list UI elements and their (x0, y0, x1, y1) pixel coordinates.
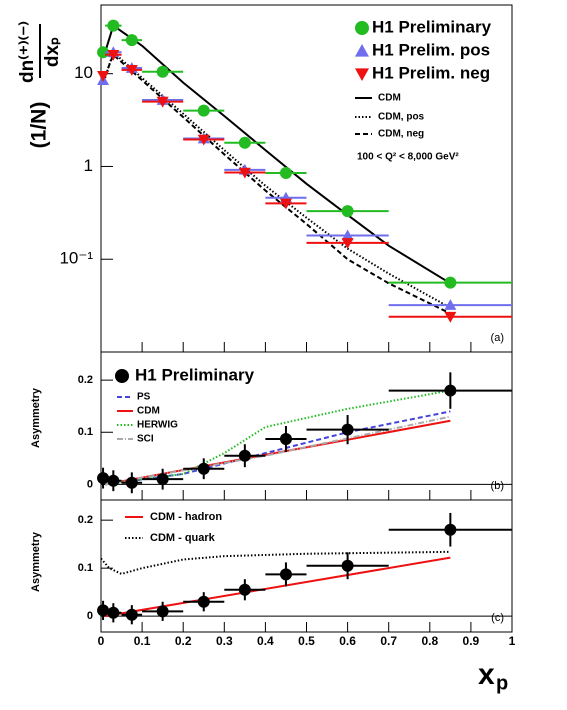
data-point (125, 34, 138, 47)
data-point (197, 104, 210, 117)
y-axis-label-a: (1/N) dn⁽⁺⁾⁽⁻⁾ dxₚ (17, 21, 63, 148)
data-point (197, 134, 210, 146)
data-point (444, 523, 457, 536)
data-point (238, 583, 251, 596)
curve (104, 23, 451, 285)
data-point (238, 449, 251, 462)
data-point (156, 605, 169, 618)
data-point (341, 205, 354, 218)
data-point (97, 604, 110, 617)
legend-marker (355, 68, 369, 81)
data-point (444, 276, 457, 289)
x-tick-label: 0 (98, 634, 105, 648)
data-point (107, 49, 120, 61)
x-tick-label: 0.4 (257, 634, 274, 648)
panel-label: (c) (491, 612, 504, 624)
legend-label: H1 Preliminary (372, 17, 492, 36)
annotation: 100 < Q² < 8,000 GeV² (357, 152, 459, 163)
legend-marker (115, 369, 129, 383)
curve (104, 50, 451, 309)
data-point (97, 70, 110, 82)
data-point (279, 568, 292, 581)
y-tick-label: 10⁻¹ (59, 249, 93, 268)
y-tick-label: 0 (87, 610, 93, 622)
x-axis-label: x (478, 658, 495, 691)
ylabel-denominator: dxₚ (42, 37, 63, 67)
data-point (156, 96, 169, 108)
data-point (197, 462, 210, 475)
data-point (107, 474, 120, 487)
data-point (156, 65, 169, 78)
data-point (238, 167, 251, 179)
y-tick-label: 0.2 (78, 374, 93, 386)
data-point (125, 65, 138, 76)
legend-label: HERWIG (137, 420, 178, 431)
x-tick-label: 0.3 (216, 634, 233, 648)
curve (100, 550, 451, 575)
legend-label: CDM (378, 93, 401, 104)
curve (104, 556, 451, 618)
curve (104, 389, 451, 486)
legend-label: CDM, pos (378, 112, 425, 123)
y-tick-label: 0 (87, 478, 93, 490)
x-tick-label: 0.1 (134, 634, 151, 648)
y-axis-label-c: Asymmetry (30, 531, 42, 592)
x-tick-label: 0.6 (339, 634, 356, 648)
data-point (341, 238, 354, 249)
ylabel-numerator: dn⁽⁺⁾⁽⁻⁾ (17, 21, 38, 83)
legend-label: CDM - quark (150, 532, 216, 544)
y-tick-label: 0.1 (78, 562, 93, 574)
y-tick-label: 0.2 (78, 514, 93, 526)
legend-label: H1 Prelim. neg (372, 63, 490, 82)
data-point (341, 559, 354, 572)
legend-label: SCI (137, 434, 154, 445)
data-point (107, 19, 120, 32)
y-tick-label: 0.1 (78, 426, 93, 438)
legend-label: CDM - hadron (150, 511, 222, 523)
legend-label: CDM (137, 406, 160, 417)
data-point (341, 229, 354, 241)
x-tick-label: 0.7 (380, 634, 397, 648)
panel-label: (b) (491, 480, 504, 492)
panel-label: (a) (491, 332, 504, 344)
ylabel-prefix: (1/N) (28, 102, 51, 149)
data-point (444, 384, 457, 397)
data-point (97, 472, 110, 485)
legend-label: H1 Prelim. pos (372, 40, 490, 59)
data-point (156, 473, 169, 486)
y-tick-label: 10 (74, 63, 93, 82)
x-tick-label: 0.5 (298, 634, 315, 648)
y-tick-label: 1 (84, 156, 93, 175)
data-point (279, 433, 292, 446)
data-point (125, 608, 138, 621)
data-point (279, 198, 292, 210)
data-point (197, 595, 210, 608)
data-point (238, 136, 251, 149)
x-tick-label: 0.2 (175, 634, 192, 648)
x-tick-label: 0.8 (421, 634, 438, 648)
data-point (444, 311, 457, 323)
legend-label: H1 Preliminary (135, 365, 255, 384)
data-point (125, 476, 138, 489)
legend-label: CDM, neg (378, 129, 424, 140)
data-point (444, 299, 457, 310)
y-axis-label-b: Asymmetry (30, 387, 42, 448)
data-point (341, 423, 354, 436)
legend-label: PS (137, 392, 151, 403)
data-point (279, 167, 292, 180)
x-axis-label-sub: p (496, 672, 508, 694)
x-tick-label: 1 (509, 634, 516, 648)
data-point (107, 606, 120, 619)
legend-marker (355, 21, 369, 35)
legend-marker (355, 44, 369, 57)
x-tick-label: 0.9 (463, 634, 480, 648)
